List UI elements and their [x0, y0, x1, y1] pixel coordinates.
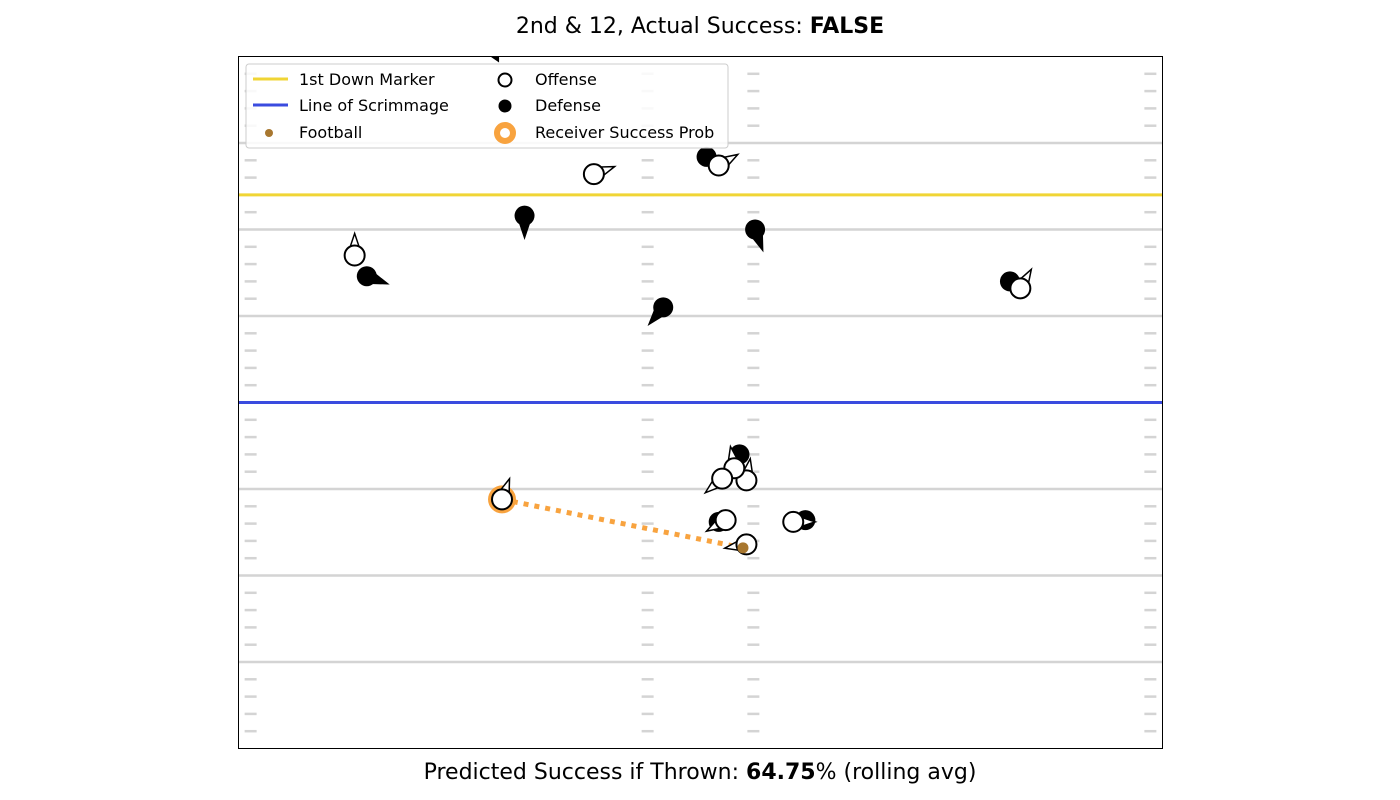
offense-player: [782, 510, 805, 533]
footer-prefix: Predicted Success if Thrown:: [423, 760, 747, 785]
chart-title: 2nd & 12, Actual Success: FALSE: [0, 14, 1400, 39]
offscreen-player-marker: [491, 57, 500, 63]
defense-player: [514, 205, 535, 226]
footer-value: 64.75: [746, 760, 816, 785]
offense-player: [711, 467, 734, 490]
predicted-success-caption: Predicted Success if Thrown: 64.75% (rol…: [0, 760, 1400, 785]
legend-los-label: Line of Scrimmage: [299, 96, 449, 115]
legend-football-label: Football: [299, 123, 362, 142]
legend-offense-swatch: [497, 72, 513, 88]
offense-player: [1009, 277, 1032, 300]
legend-box: [245, 63, 729, 149]
legend-defense-swatch: [498, 99, 512, 113]
offense-player: [343, 244, 366, 267]
marker-lines: [238, 193, 1163, 404]
offense-player: [714, 509, 737, 532]
pass-line: [501, 496, 744, 551]
pass-route: [501, 496, 744, 551]
legend-first-down-label: 1st Down Marker: [299, 70, 435, 89]
defense-player: [356, 266, 377, 287]
footer-suffix: % (rolling avg): [815, 760, 977, 785]
offense-player: [582, 163, 605, 186]
football: [737, 542, 749, 554]
title-prefix: 2nd & 12, Actual Success:: [515, 14, 810, 39]
defense-player: [745, 219, 766, 240]
title-value: FALSE: [809, 14, 885, 39]
legend-receiver-prob-swatch: [494, 122, 516, 144]
legend: 1st Down Marker Line of Scrimmage Footba…: [245, 63, 729, 149]
legend-defense-label: Defense: [535, 96, 601, 115]
defense-player: [653, 297, 674, 318]
plot-border: [238, 56, 1163, 749]
legend-football-swatch: [265, 129, 273, 137]
offense-player: [491, 488, 514, 511]
legend-receiver-prob-label: Receiver Success Prob: [535, 123, 714, 142]
legend-offense-label: Offense: [535, 70, 597, 89]
players: [343, 57, 1033, 556]
offense-player: [707, 154, 730, 177]
